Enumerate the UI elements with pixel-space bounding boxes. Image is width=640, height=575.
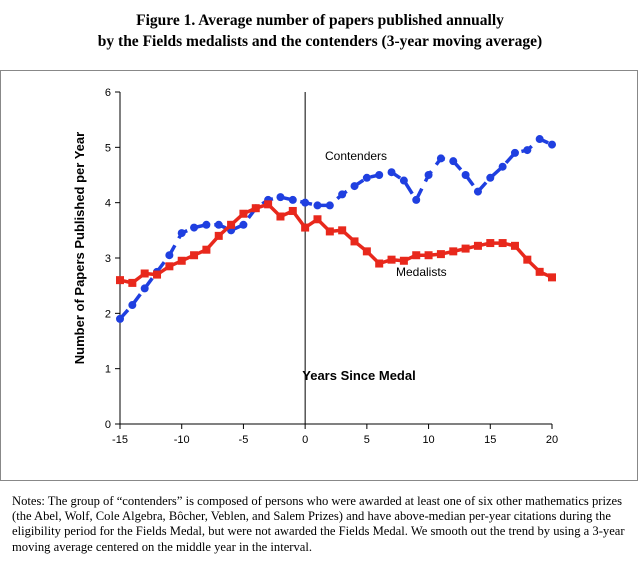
data-point-contenders	[424, 171, 433, 179]
data-point-contenders	[128, 301, 137, 310]
data-point-medalists	[301, 223, 310, 232]
data-point-medalists	[523, 255, 532, 264]
data-point-contenders	[523, 146, 532, 155]
data-point-medalists	[510, 241, 519, 250]
data-point-medalists	[128, 278, 137, 287]
x-tick-label: 20	[546, 434, 558, 446]
data-point-medalists	[548, 273, 556, 282]
data-point-medalists	[288, 206, 297, 215]
data-point-medalists	[387, 255, 396, 264]
data-point-medalists	[399, 256, 408, 265]
data-point-medalists	[473, 241, 482, 250]
data-point-medalists	[338, 226, 347, 235]
data-point-contenders	[313, 201, 322, 210]
data-point-medalists	[140, 269, 149, 278]
data-point-medalists	[412, 251, 421, 260]
data-point-medalists	[251, 204, 260, 213]
data-point-medalists	[486, 239, 495, 248]
y-axis-label: Number of Papers Published per Year	[72, 132, 87, 364]
data-point-contenders	[449, 157, 458, 166]
data-point-contenders	[375, 171, 384, 179]
series-line-contenders	[118, 137, 553, 321]
data-point-medalists	[498, 239, 507, 248]
data-point-medalists	[375, 259, 384, 268]
data-point-medalists	[436, 250, 445, 259]
data-point-contenders	[276, 193, 285, 202]
data-point-medalists	[177, 256, 186, 265]
x-tick-label: 0	[302, 434, 308, 446]
data-point-medalists	[535, 267, 544, 276]
x-tick-label: -15	[112, 434, 128, 446]
data-point-medalists	[424, 251, 433, 260]
y-tick-label: 6	[105, 87, 111, 99]
data-point-contenders	[412, 195, 421, 204]
y-tick-label: 0	[105, 419, 111, 431]
chart-frame	[0, 70, 638, 481]
data-point-medalists	[190, 251, 199, 260]
y-tick-label: 5	[105, 142, 111, 154]
data-point-contenders	[548, 140, 556, 149]
data-point-contenders	[535, 135, 544, 144]
y-tick-label: 4	[105, 198, 111, 210]
data-point-contenders	[325, 201, 334, 210]
data-point-contenders	[350, 182, 359, 191]
data-point-contenders	[486, 173, 495, 182]
y-tick-label: 3	[105, 253, 111, 265]
data-point-contenders	[399, 176, 408, 185]
figure-title: Figure 1. Average number of papers publi…	[0, 10, 640, 52]
series-label-medalists: Medalists	[396, 265, 447, 279]
y-tick-label: 2	[105, 308, 111, 320]
title-line-2: by the Fields medalists and the contende…	[97, 33, 543, 50]
figure-notes: Notes: The group of “contenders” is comp…	[12, 494, 625, 554]
data-point-contenders	[338, 190, 347, 199]
data-point-medalists	[449, 247, 458, 256]
data-point-contenders	[473, 187, 482, 196]
data-point-medalists	[202, 245, 211, 254]
data-point-contenders	[190, 223, 199, 232]
data-point-contenders	[288, 195, 297, 204]
data-point-contenders	[301, 198, 310, 207]
x-tick-label: -10	[174, 434, 190, 446]
x-axis-label: Years Since Medal	[302, 368, 415, 383]
data-point-contenders	[436, 154, 445, 163]
data-point-medalists	[264, 200, 273, 209]
data-point-medalists	[153, 270, 162, 279]
series-layer	[116, 135, 556, 323]
data-point-contenders	[239, 220, 248, 229]
data-point-contenders	[165, 251, 174, 260]
x-tick-label: 10	[422, 434, 434, 446]
data-point-medalists	[313, 215, 322, 224]
data-point-contenders	[387, 168, 396, 177]
x-tick-label: 5	[364, 434, 370, 446]
data-point-medalists	[227, 220, 236, 229]
data-point-medalists	[276, 212, 285, 221]
data-point-contenders	[116, 314, 124, 323]
data-point-medalists	[214, 231, 223, 240]
data-point-medalists	[165, 262, 174, 271]
data-point-contenders	[177, 229, 186, 238]
data-point-medalists	[461, 244, 470, 253]
series-label-contenders: Contenders	[325, 149, 387, 163]
data-point-contenders	[202, 220, 211, 229]
data-point-contenders	[461, 171, 470, 179]
y-tick-label: 1	[105, 364, 111, 376]
x-tick-label: -5	[239, 434, 249, 446]
data-point-contenders	[498, 162, 507, 171]
x-tick-label: 15	[484, 434, 496, 446]
title-line-1: Figure 1. Average number of papers publi…	[136, 12, 504, 29]
data-point-contenders	[214, 220, 223, 229]
data-point-medalists	[116, 276, 124, 285]
data-point-contenders	[510, 148, 519, 157]
axes: 0 1 2 3 4 5 6 -15 -10 -5 0 5 10 15 20	[105, 87, 558, 446]
data-point-contenders	[140, 284, 149, 293]
data-point-medalists	[362, 247, 371, 256]
data-point-medalists	[325, 227, 334, 236]
data-point-contenders	[362, 173, 371, 182]
data-point-medalists	[350, 237, 359, 246]
line-chart: 0 1 2 3 4 5 6 -15 -10 -5 0 5 10 15 20 Years Since Meda…	[0, 70, 638, 481]
data-point-medalists	[239, 209, 248, 218]
